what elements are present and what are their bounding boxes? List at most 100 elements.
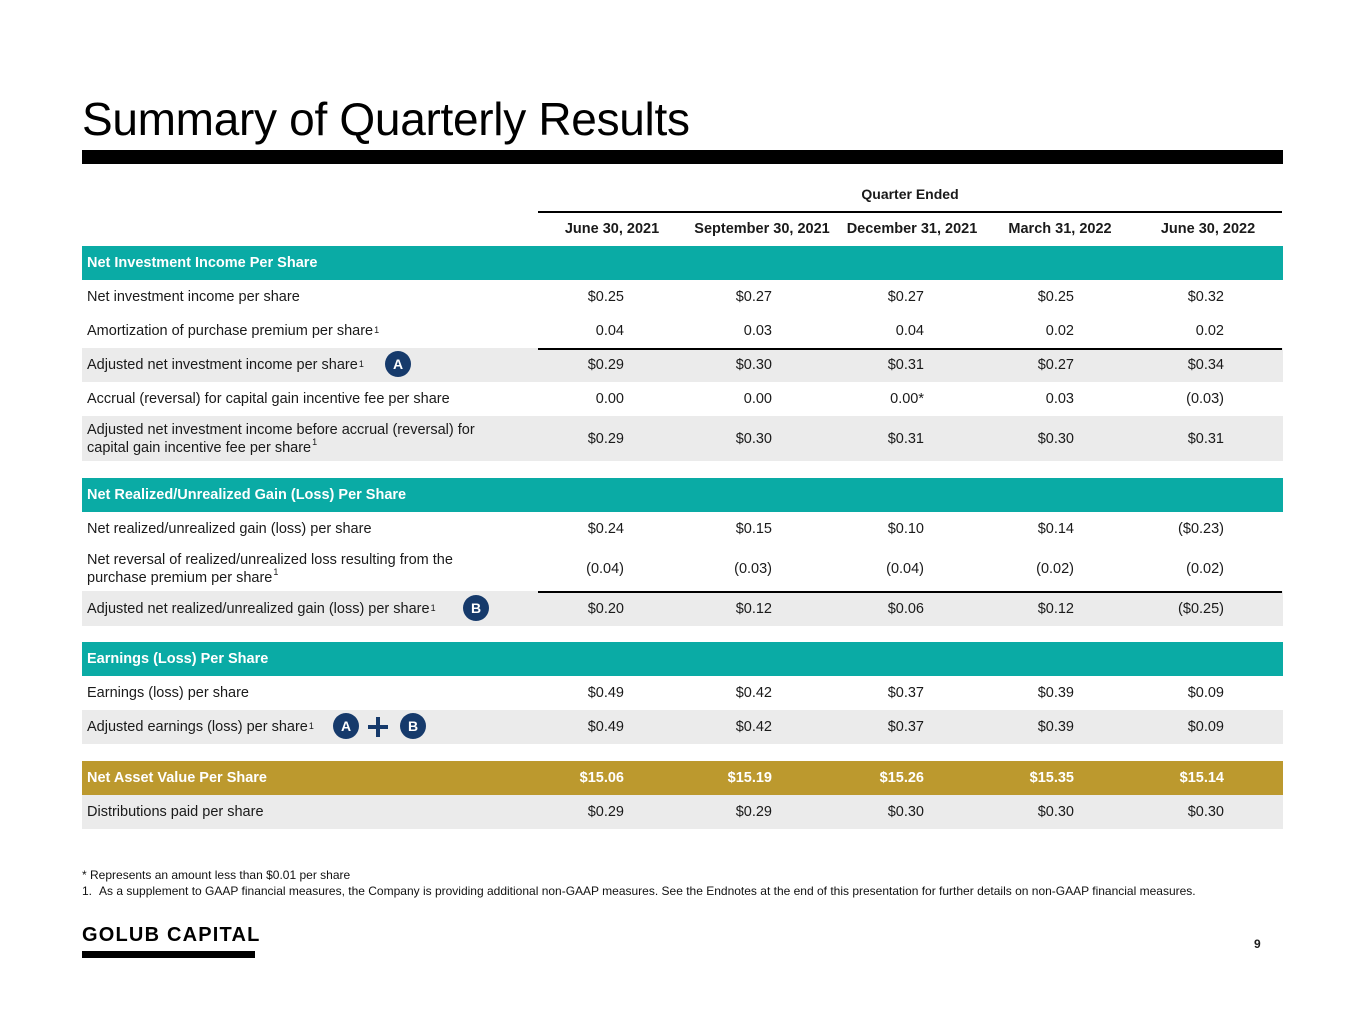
plus-icon (368, 717, 388, 737)
row-label: Distributions paid per share (87, 804, 264, 820)
row-label: Amortization of purchase premium per sha… (87, 323, 380, 339)
table-cell: $0.31 (1187, 430, 1224, 447)
table-cell: 0.04 (595, 323, 624, 339)
table-cell: (0.03) (734, 560, 772, 577)
table-row: Net investment income per share $0.25 $0… (82, 280, 1283, 314)
table-cell: $0.20 (587, 600, 624, 617)
table-cell: 0.04 (895, 323, 924, 339)
badge-b: B (463, 595, 489, 621)
table-cell: $0.30 (1187, 804, 1224, 820)
table-row-highlight: Adjusted earnings (loss) per share 1 $0.4… (82, 710, 1283, 744)
table-cell: $0.15 (735, 521, 772, 537)
table-cell: $0.31 (887, 430, 924, 447)
table-cell: ($0.23) (1178, 521, 1224, 537)
row-label: Adjusted earnings (loss) per share 1 (87, 719, 314, 735)
footnote-text: As a supplement to GAAP financial measur… (99, 884, 1196, 898)
table-cell: $0.09 (1187, 685, 1224, 701)
table-cell: 0.00 (595, 391, 624, 407)
table-cell: $0.25 (587, 289, 624, 305)
table-cell: (0.03) (1186, 391, 1224, 407)
table-row: Earnings (loss) per share $0.49 $0.42 $0… (82, 676, 1283, 710)
table-row-highlight: Adjusted net realized/unrealized gain (l… (82, 591, 1283, 626)
row-label: Net reversal of realized/unrealized loss… (87, 551, 453, 586)
table-cell: $0.37 (887, 685, 924, 701)
table-cell: $0.29 (587, 430, 624, 447)
section-title: Net Investment Income Per Share (87, 255, 318, 271)
table-cell: ($0.25) (1178, 600, 1224, 617)
table-cell: $0.32 (1187, 289, 1224, 305)
row-label: Net realized/unrealized gain (loss) per … (87, 521, 372, 537)
table-cell: $0.09 (1187, 719, 1224, 735)
subtotal-rule (538, 591, 1282, 593)
row-label: Net Asset Value Per Share (87, 770, 267, 786)
table-cell: $0.25 (1037, 289, 1074, 305)
column-header: September 30, 2021 (694, 221, 830, 237)
quarter-ended-header: Quarter Ended (861, 186, 959, 202)
section-header-nii: Net Investment Income Per Share (82, 246, 1283, 280)
title-underline (82, 150, 1283, 164)
table-cell: $0.30 (735, 430, 772, 447)
row-label: Adjusted net investment income before ac… (87, 421, 475, 456)
table-cell: $0.30 (1037, 804, 1074, 820)
footnote-one: 1. As a supplement to GAAP financial mea… (82, 884, 1252, 900)
table-cell: $0.42 (735, 719, 772, 735)
table-cell: $0.30 (1037, 430, 1074, 447)
distributions-row: Distributions paid per share $0.29 $0.29… (82, 795, 1283, 829)
table-cell: (0.02) (1036, 560, 1074, 577)
table-cell: $0.12 (1037, 600, 1074, 617)
footnote-star: * Represents an amount less than $0.01 p… (82, 868, 351, 882)
table-cell: $0.34 (1187, 357, 1224, 373)
footnote-marker: 1 (273, 566, 279, 577)
table-cell: $15.14 (1179, 770, 1224, 786)
page-title: Summary of Quarterly Results (82, 93, 690, 145)
column-header: December 31, 2021 (846, 221, 978, 237)
row-label: Adjusted net realized/unrealized gain (l… (87, 600, 436, 617)
table-row: Amortization of purchase premium per sha… (82, 314, 1283, 348)
badge-a: A (333, 713, 359, 739)
table-cell: $0.14 (1037, 521, 1074, 537)
table-cell: $0.10 (887, 521, 924, 537)
table-cell: 0.00 (743, 391, 772, 407)
table-cell: 0.00* (890, 391, 924, 407)
row-label: Net investment income per share (87, 289, 300, 305)
table-cell: $0.24 (587, 521, 624, 537)
table-cell: 0.02 (1195, 323, 1224, 339)
table-cell: 0.03 (1045, 391, 1074, 407)
company-logo: GOLUB CAPITAL (82, 924, 261, 946)
table-cell: $0.30 (887, 804, 924, 820)
table-cell: $0.37 (887, 719, 924, 735)
table-cell: $0.29 (587, 804, 624, 820)
row-label: Accrual (reversal) for capital gain ince… (87, 391, 450, 407)
table-cell: $0.49 (587, 719, 624, 735)
table-cell: $0.31 (887, 357, 924, 373)
column-header-row: June 30, 2021 September 30, 2021 Decembe… (82, 212, 1283, 246)
table-row: Net reversal of realized/unrealized loss… (82, 546, 1283, 591)
table-cell: 0.03 (743, 323, 772, 339)
table-cell: (0.04) (886, 560, 924, 577)
table-cell: $0.27 (735, 289, 772, 305)
row-label: Earnings (loss) per share (87, 685, 249, 701)
table-row: Accrual (reversal) for capital gain ince… (82, 382, 1283, 416)
column-header: June 30, 2022 (1160, 221, 1256, 237)
table-cell: $0.39 (1037, 719, 1074, 735)
row-label: Adjusted net investment income per share… (87, 357, 364, 373)
table-cell: (0.02) (1186, 560, 1224, 577)
logo-underline (82, 951, 255, 958)
table-row-highlight: Adjusted net investment income per share… (82, 348, 1283, 382)
table-cell: $0.27 (887, 289, 924, 305)
table-cell: $15.26 (879, 770, 924, 786)
footnote-marker: 1 (312, 436, 318, 447)
page-number: 9 (1254, 937, 1261, 951)
nav-row: Net Asset Value Per Share $15.06 $15.19 … (82, 761, 1283, 795)
subtotal-rule (538, 348, 1282, 350)
section-title: Earnings (Loss) Per Share (87, 651, 269, 667)
quarter-ended-rule (538, 211, 1282, 213)
section-header-gain: Net Realized/Unrealized Gain (Loss) Per … (82, 478, 1283, 512)
badge-a: A (385, 351, 411, 377)
table-cell: $0.29 (735, 804, 772, 820)
table-cell: $0.29 (587, 357, 624, 373)
table-cell: $15.19 (727, 770, 772, 786)
table-cell: $0.39 (1037, 685, 1074, 701)
table-cell: $0.42 (735, 685, 772, 701)
table-cell: $0.12 (735, 600, 772, 617)
